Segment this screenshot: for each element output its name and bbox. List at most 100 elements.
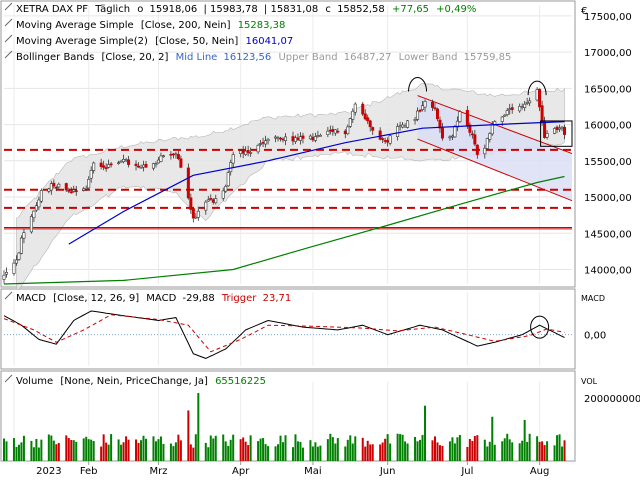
- volume-bar-down: [105, 442, 108, 461]
- volume-bar-up: [491, 416, 494, 461]
- volume-bar-up: [486, 446, 489, 461]
- candle-up: [545, 133, 549, 138]
- volume-bar-up: [319, 445, 322, 461]
- candle-down: [52, 182, 56, 187]
- month-label: Aug: [530, 466, 550, 477]
- candle-up: [326, 130, 330, 135]
- candle-up: [4, 272, 8, 275]
- month-label: Jun: [379, 466, 396, 477]
- volume-bar-down: [466, 446, 469, 461]
- volume-bar-down: [381, 442, 384, 461]
- price-tick-label: 15500,00: [584, 157, 632, 168]
- volume-bar-up: [309, 440, 312, 461]
- candle-down: [102, 165, 106, 168]
- volume-bar-up: [336, 438, 339, 461]
- annotations: [408, 77, 573, 147]
- legend-glyph-volume: [4, 374, 13, 383]
- candle-up: [161, 155, 165, 158]
- quote-change-pct: +0,49%: [436, 4, 476, 15]
- candle-down: [418, 110, 422, 112]
- volume-bar-down: [177, 434, 180, 461]
- volume-bar-up: [214, 435, 217, 461]
- volume-bar-up: [401, 434, 404, 461]
- candle-down: [246, 150, 250, 154]
- candle-up: [19, 237, 23, 254]
- volume-bar-down: [244, 441, 247, 461]
- candle-up: [318, 134, 322, 137]
- candle-up: [284, 136, 288, 141]
- shoulder-arc: [527, 80, 547, 96]
- volume-bar-down: [369, 444, 372, 461]
- candle-up: [156, 159, 160, 164]
- candle-up: [14, 259, 18, 264]
- volume-bar-down: [431, 440, 434, 461]
- candle-up: [450, 135, 454, 138]
- volume-bar-up: [12, 438, 15, 461]
- candle-up: [505, 110, 509, 115]
- volume-bar-up: [232, 434, 235, 461]
- candle-down: [144, 163, 148, 168]
- legend-glyphs: [4, 2, 13, 383]
- legend-glyph-price: [4, 2, 13, 11]
- candle-down: [301, 135, 305, 139]
- candle-down: [470, 133, 474, 136]
- ma200-line: [3, 175, 565, 285]
- candle-down: [211, 199, 215, 203]
- volume-bar-up: [257, 441, 260, 461]
- macd-line: [3, 310, 565, 359]
- candle-down: [510, 107, 514, 110]
- volume-bar-up: [174, 442, 177, 461]
- volume-bar-up: [222, 434, 225, 461]
- volume-bar-up: [152, 436, 155, 461]
- candle-up: [229, 162, 233, 172]
- volume-bar-up: [110, 434, 113, 461]
- volume-bar-up: [169, 443, 172, 461]
- quote-low: 15831,08: [270, 4, 318, 15]
- candle-up: [49, 183, 53, 191]
- candle-up: [224, 186, 228, 192]
- candle-up: [298, 136, 302, 141]
- price-tick-label: 17500,00: [584, 12, 632, 23]
- candle-up: [194, 216, 198, 219]
- candle-down: [134, 163, 138, 166]
- candle-up: [558, 127, 562, 130]
- candle-up: [174, 153, 178, 156]
- volume-bar-up: [82, 438, 85, 461]
- trigger-value: 23,71: [263, 293, 292, 304]
- candle-down: [383, 140, 387, 142]
- macd-tick-label: 0,00: [584, 331, 606, 342]
- candle-up: [82, 188, 86, 191]
- volume-bar-down: [366, 440, 369, 461]
- volume-bar-down: [379, 444, 382, 461]
- bb-upper-value: 16487,27: [344, 52, 392, 63]
- volume-bar-up: [294, 434, 297, 461]
- candle-up: [29, 216, 33, 233]
- legend-line-quote: XETRA DAX PF Täglich o 15918,06 | 15983,…: [16, 4, 476, 15]
- candle-up: [22, 232, 26, 239]
- volume-bar-up: [291, 447, 294, 461]
- candle-down: [64, 183, 68, 191]
- candle-down: [538, 88, 542, 108]
- candle-down: [361, 103, 365, 115]
- candle-up: [293, 137, 297, 142]
- trigger-line: [3, 314, 565, 353]
- volume-bar-up: [406, 443, 409, 461]
- volume-bar-up: [526, 441, 529, 461]
- candle-down: [468, 124, 472, 133]
- volume-bar-down: [438, 445, 441, 461]
- price-tick-label: 16500,00: [584, 84, 632, 95]
- volume-bar-down: [543, 445, 546, 461]
- volume-bar-up: [451, 437, 454, 461]
- volume-bars: [3, 393, 566, 461]
- highlight-box: [540, 120, 573, 147]
- candle-down: [171, 153, 175, 156]
- volume-bar-up: [331, 437, 334, 461]
- legend-line-ma200: Moving Average Simple [Close, 200, Nein]…: [16, 20, 285, 31]
- candle-up: [264, 140, 268, 145]
- candle-up: [124, 159, 128, 161]
- candle-up: [12, 262, 16, 274]
- candle-down: [169, 154, 173, 156]
- volume-bar-up: [518, 443, 521, 461]
- candle-up: [84, 188, 88, 190]
- candle-up: [403, 125, 407, 128]
